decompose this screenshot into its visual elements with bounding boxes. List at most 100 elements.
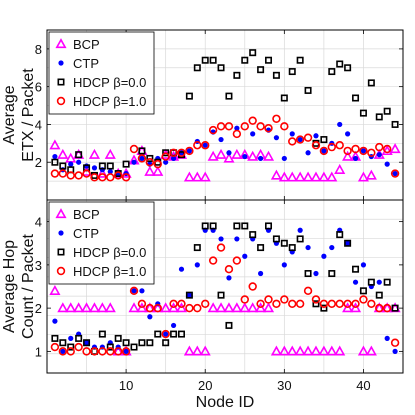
data-point <box>154 330 162 338</box>
data-point <box>83 163 90 169</box>
data-point <box>74 342 83 352</box>
data-point <box>295 299 305 308</box>
data-point <box>327 299 336 308</box>
data-point <box>59 339 67 347</box>
data-point <box>146 339 154 347</box>
data-point <box>232 129 242 139</box>
data-point <box>185 92 193 100</box>
data-point <box>185 303 194 313</box>
data-point <box>304 270 312 278</box>
data-point <box>360 262 367 268</box>
data-point <box>247 302 259 313</box>
data-point <box>288 299 297 308</box>
data-point <box>139 155 145 162</box>
data-point <box>352 155 359 162</box>
data-point <box>57 148 69 159</box>
legend-label: HDCP β=0.0 <box>73 245 146 260</box>
y-tick-label: 1 <box>35 344 42 359</box>
data-point <box>217 64 225 72</box>
data-point <box>280 295 289 304</box>
data-point <box>240 295 249 304</box>
x-tick-label: 20 <box>198 378 212 393</box>
data-point <box>131 159 137 165</box>
data-point <box>121 347 131 356</box>
data-point <box>334 163 346 174</box>
data-point <box>375 113 383 121</box>
legend-box <box>48 201 155 285</box>
data-point <box>66 171 75 180</box>
legend-label: HDCP β=1.0 <box>73 264 146 279</box>
data-point <box>128 302 140 313</box>
data-point <box>297 227 303 233</box>
data-point <box>280 94 288 102</box>
data-point <box>178 150 185 156</box>
data-point <box>138 339 146 347</box>
data-point <box>320 136 328 144</box>
data-point <box>51 158 59 166</box>
data-point <box>319 146 329 156</box>
data-point <box>383 107 391 115</box>
data-point <box>199 345 211 356</box>
data-point <box>223 302 235 313</box>
legend-marker <box>58 230 64 236</box>
data-point <box>343 146 352 156</box>
data-point <box>311 295 321 304</box>
data-point <box>286 171 298 182</box>
data-point <box>130 343 138 351</box>
series-2 <box>51 222 399 355</box>
data-point <box>162 339 170 347</box>
data-point <box>381 145 393 156</box>
data-point <box>334 345 346 356</box>
data-point <box>240 122 249 131</box>
data-point <box>234 236 240 242</box>
data-point <box>249 49 257 57</box>
data-point <box>76 159 82 165</box>
data-point <box>247 150 259 161</box>
data-point <box>137 299 147 308</box>
data-point <box>88 302 101 313</box>
data-point <box>328 68 336 76</box>
data-point <box>75 151 83 159</box>
data-point <box>51 334 59 342</box>
data-point <box>177 148 186 157</box>
data-point <box>138 147 146 155</box>
data-point <box>217 291 225 299</box>
data-point <box>392 170 398 177</box>
data-point <box>122 339 130 347</box>
data-point <box>193 303 202 313</box>
data-point <box>335 299 344 308</box>
data-point <box>320 304 328 312</box>
data-point <box>257 66 265 74</box>
data-point <box>272 235 280 243</box>
data-point <box>255 302 267 313</box>
data-point <box>265 222 273 230</box>
data-point <box>215 148 227 159</box>
data-point <box>345 131 351 137</box>
data-point <box>201 141 210 150</box>
data-point <box>193 141 202 150</box>
data-point <box>224 265 234 274</box>
data-point <box>90 347 99 356</box>
data-point <box>390 169 400 178</box>
data-point <box>52 318 58 324</box>
data-point <box>231 302 243 313</box>
data-point <box>216 122 226 131</box>
data-point <box>60 348 66 354</box>
y-tick-label: 4 <box>35 215 42 230</box>
data-point <box>262 302 275 313</box>
data-point <box>113 171 123 180</box>
data-point <box>264 124 273 133</box>
data-point <box>305 150 311 156</box>
data-point <box>122 160 130 168</box>
legend-label: HDCP β=1.0 <box>73 94 146 109</box>
series-3 <box>50 114 400 182</box>
data-point <box>186 148 192 154</box>
data-point <box>175 302 188 313</box>
data-point <box>352 94 360 102</box>
data-point <box>256 122 265 131</box>
y-tick-label: 2 <box>35 301 42 316</box>
data-point <box>367 299 376 308</box>
data-point <box>183 171 195 182</box>
data-point <box>270 345 282 356</box>
series-1 <box>52 227 398 354</box>
